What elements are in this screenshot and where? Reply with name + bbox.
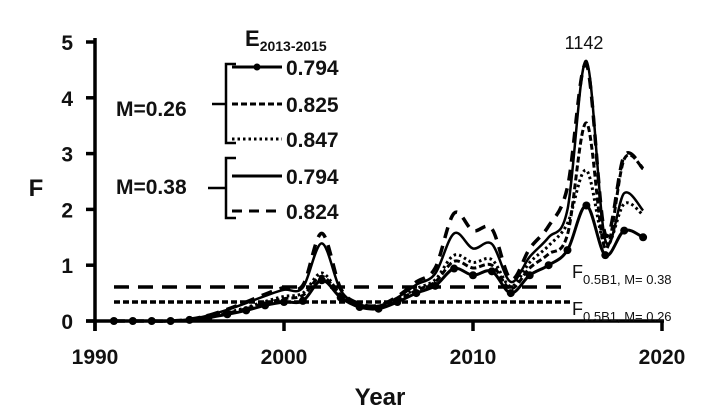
legend-group-m026: M=0.26 — [116, 98, 187, 121]
legend-entry-m038-0824: 0.824 — [286, 201, 339, 224]
data-marker — [487, 267, 496, 276]
legend-group-m038: M=0.38 — [116, 176, 187, 199]
y-ticks: 0 1 2 3 4 5 — [61, 32, 95, 334]
y-tick-label: 4 — [61, 88, 73, 111]
peak-annotation: 1142 — [565, 33, 604, 53]
legend-bracket-m026 — [212, 62, 236, 145]
data-marker — [469, 271, 477, 280]
y-tick-label: 3 — [61, 144, 73, 167]
x-axis-title: Year — [355, 384, 406, 411]
series-line-4 — [113, 62, 645, 323]
data-marker — [450, 264, 459, 273]
data-marker — [280, 298, 288, 307]
data-marker — [582, 201, 591, 210]
data-marker — [525, 271, 534, 280]
y-tick-label: 0 — [61, 311, 73, 334]
data-marker — [563, 246, 572, 255]
x-tick-label: 2010 — [450, 346, 497, 369]
data-marker — [620, 226, 629, 235]
y-tick-label: 2 — [61, 199, 73, 222]
legend-entry-m026-0794: 0.794 — [286, 57, 339, 80]
data-marker — [544, 261, 553, 270]
y-tick-label: 5 — [61, 32, 73, 55]
ref-label-m026: F0.5B1, M= 0.26 — [572, 299, 672, 324]
legend-entry-m038-0794: 0.794 — [286, 166, 339, 189]
legend-entry-m026-0825: 0.825 — [286, 94, 339, 117]
x-tick-label: 1990 — [72, 346, 119, 369]
x-ticks: 1990 2000 2010 2020 — [72, 321, 686, 369]
y-tick-label: 1 — [61, 255, 73, 278]
ref-label-m038: F0.5B1, M= 0.38 — [572, 262, 672, 287]
data-marker — [506, 289, 515, 298]
series-lines — [109, 59, 648, 325]
legend: E2013-2015 M=0.26 0.794 0.825 0.847 M=0.… — [116, 26, 339, 224]
x-tick-label: 2000 — [261, 346, 308, 369]
series-line-3 — [113, 59, 645, 323]
data-marker — [639, 233, 648, 242]
data-marker — [601, 251, 610, 260]
legend-title: E2013-2015 — [245, 26, 327, 54]
legend-bracket-m038 — [208, 156, 236, 220]
legend-entry-m026-0847: 0.847 — [286, 129, 339, 152]
reference-lines — [114, 285, 570, 304]
x-tick-label: 2020 — [639, 346, 686, 369]
y-axis-title: F — [29, 175, 44, 202]
data-marker — [298, 296, 307, 305]
